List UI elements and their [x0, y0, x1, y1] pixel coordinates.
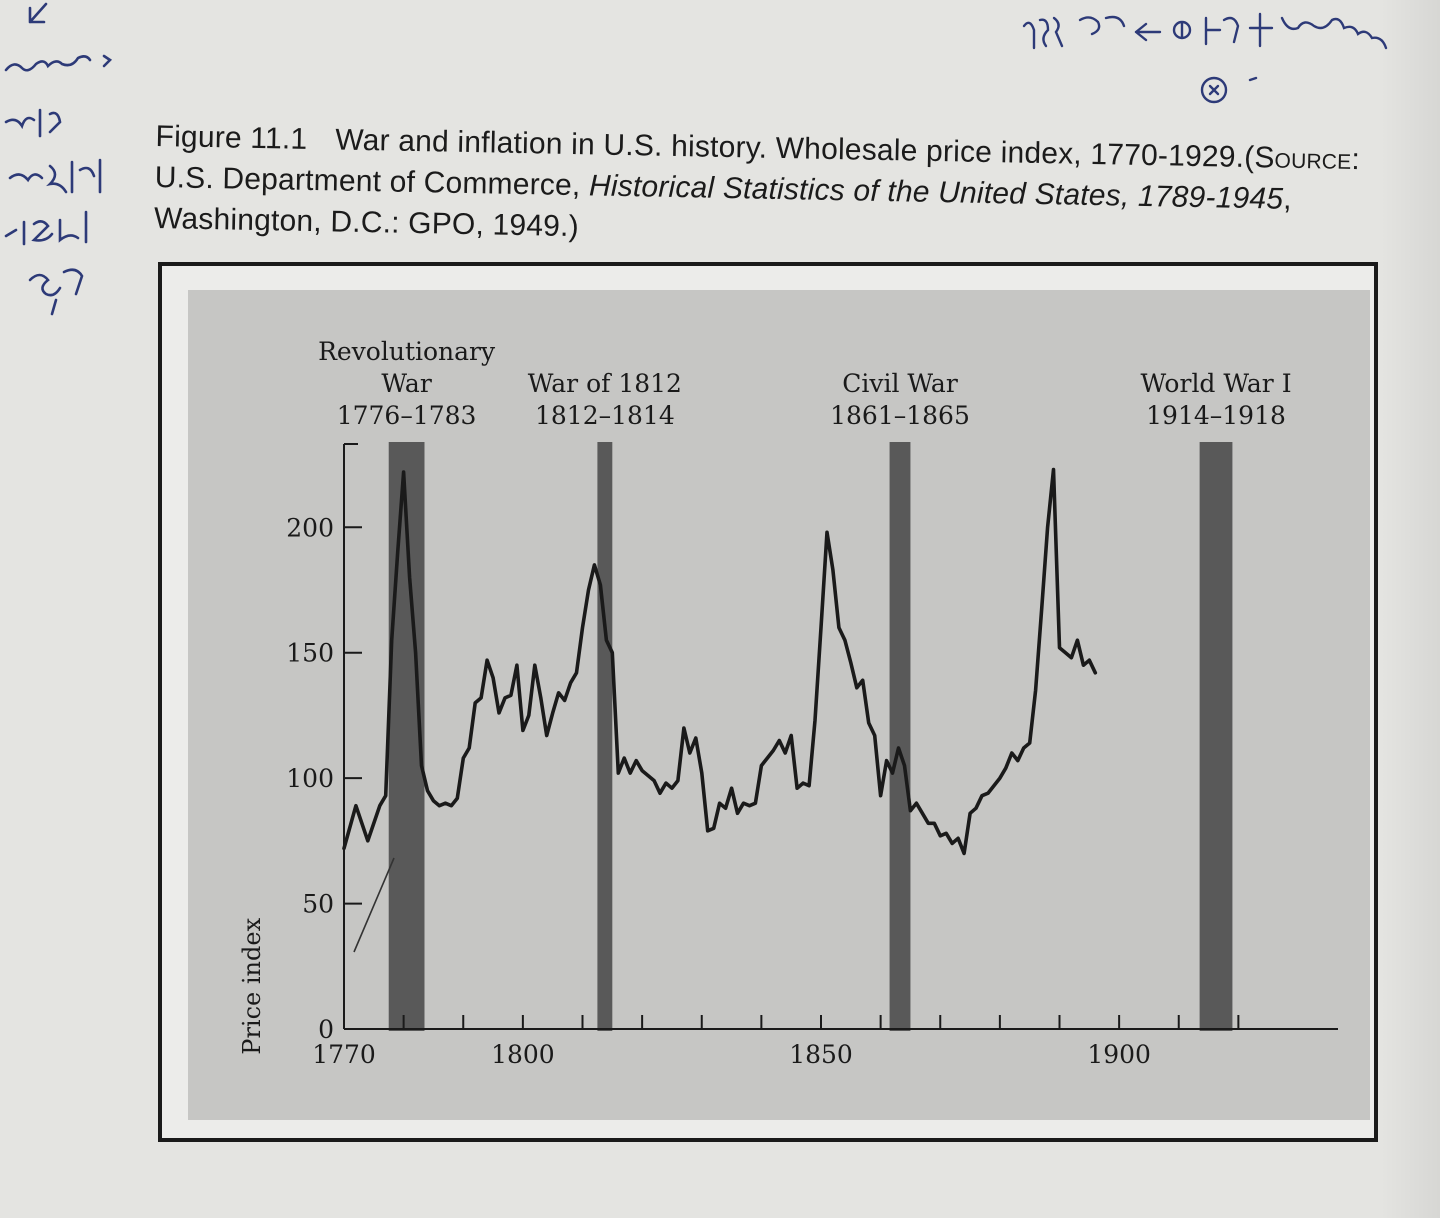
handwritten-top-notes	[1022, 12, 1388, 104]
war-band	[889, 442, 911, 1031]
war-label: World War I	[1140, 369, 1291, 398]
handwritten-margin-notes	[4, 2, 113, 316]
source-text-1: U.S. Department of Commerce,	[154, 160, 590, 203]
y-tick-label: 0	[318, 1015, 334, 1044]
source-label: Source:	[1254, 141, 1361, 177]
y-tick-label: 200	[286, 513, 334, 542]
y-tick-label: 100	[286, 764, 334, 793]
source-title: Historical Statistics of the United Stat…	[588, 169, 1284, 216]
war-band	[1199, 442, 1233, 1031]
y-tick-label: 50	[302, 890, 334, 919]
chart-frame: 0 50 100 150 200 Price index 1770 1800 1850 1900 …	[158, 262, 1380, 1142]
war-label: 1812–1814	[535, 401, 675, 430]
war-label: 1861–1865	[830, 401, 970, 430]
war-label: 1914–1918	[1146, 401, 1286, 430]
page-shadow	[1380, 0, 1440, 1218]
war-label: War	[381, 369, 431, 398]
x-tick-label: 1900	[1087, 1040, 1151, 1069]
price-index-line	[342, 467, 1098, 856]
war-label: 1776–1783	[337, 401, 477, 430]
y-tick-label: 150	[286, 639, 334, 668]
x-tick-label: 1850	[789, 1040, 853, 1069]
war-label: War of 1812	[528, 369, 682, 398]
war-band	[597, 442, 613, 1031]
pencil-mark	[353, 857, 395, 953]
x-tick-label: 1800	[491, 1040, 555, 1069]
plot-background	[188, 290, 1370, 1120]
figure-caption: Figure 11.1 War and inflation in U.S. his…	[153, 119, 1361, 244]
war-label: Revolutionary	[318, 337, 496, 366]
figure-number: Figure 11.1	[155, 119, 308, 156]
x-tick-label: 1770	[312, 1040, 376, 1069]
y-axis-title: Price index	[238, 917, 266, 1054]
war-label: Civil War	[842, 369, 958, 398]
